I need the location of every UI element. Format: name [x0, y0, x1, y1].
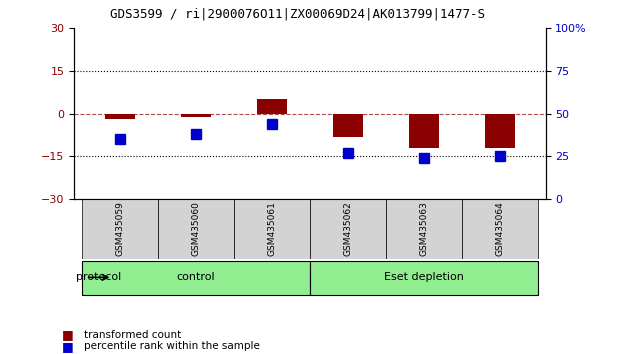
Text: ■: ■	[62, 328, 74, 341]
Bar	[485, 114, 515, 148]
FancyBboxPatch shape	[158, 199, 234, 259]
Text: control: control	[177, 272, 215, 282]
Text: transformed count: transformed count	[84, 330, 181, 339]
Text: protocol: protocol	[76, 272, 121, 282]
FancyBboxPatch shape	[462, 199, 538, 259]
Bar	[333, 114, 363, 137]
Text: percentile rank within the sample: percentile rank within the sample	[84, 341, 260, 351]
FancyBboxPatch shape	[234, 199, 310, 259]
Bar	[181, 114, 211, 116]
FancyBboxPatch shape	[386, 199, 462, 259]
Text: GSM435063: GSM435063	[420, 201, 428, 256]
Text: Eset depletion: Eset depletion	[384, 272, 464, 282]
Text: GSM435064: GSM435064	[495, 202, 505, 256]
Text: GSM435062: GSM435062	[343, 202, 353, 256]
Text: GSM435059: GSM435059	[115, 201, 125, 256]
Bar	[409, 114, 439, 148]
FancyBboxPatch shape	[82, 199, 158, 259]
Text: ■: ■	[62, 340, 74, 353]
Text: GSM435061: GSM435061	[267, 201, 277, 256]
Text: GSM435060: GSM435060	[192, 201, 200, 256]
FancyBboxPatch shape	[82, 261, 310, 296]
FancyBboxPatch shape	[310, 261, 538, 296]
Bar	[105, 114, 135, 119]
Text: GDS3599 / ri|2900076O11|ZX00069D24|AK013799|1477-S: GDS3599 / ri|2900076O11|ZX00069D24|AK013…	[110, 7, 485, 20]
Bar	[257, 99, 287, 114]
FancyBboxPatch shape	[310, 199, 386, 259]
